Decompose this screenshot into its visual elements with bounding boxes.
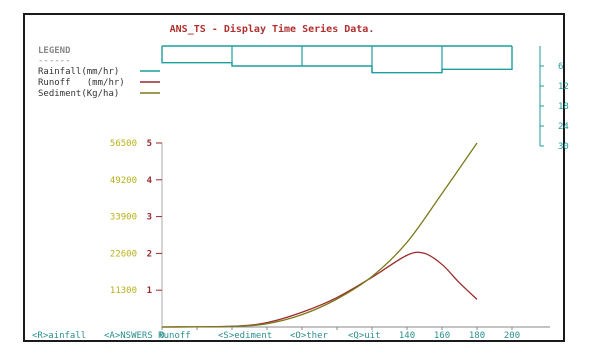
runoff-tick-label: 3 [147,213,152,223]
chart-tick-labels: 0 140 160 180 200612182430123451130022600339… [110,62,569,341]
legend-entry-sediment: Sediment(Kg/ha) [38,89,119,99]
legend: LEGEND ------ Rainfall(mm/hr) Runoff (mm… [38,46,160,99]
runoff-tick-label: 1 [147,286,152,296]
legend-underline: ------ [38,56,71,66]
sediment-tick-label: 56500 [110,139,137,149]
x-tick-label: 200 [504,331,520,341]
rainfall-tick-label: 30 [558,142,569,152]
rainfall-tick-label: 24 [558,122,569,132]
legend-title: LEGEND [38,46,71,56]
graphics-window-frame [23,13,565,342]
sediment-series-line [161,142,478,328]
rainfall-tick-label: 6 [558,62,563,72]
sediment-tick-label: 49200 [110,176,137,186]
runoff-tick-label: 4 [147,176,153,186]
legend-entry-runoff: Runoff (mm/hr) [38,78,125,88]
x-tick-label: 160 [434,331,450,341]
rainfall-tick-label: 12 [558,82,569,92]
x-tick-label: 0 [159,331,164,341]
menu-quit[interactable]: <Q>uit [348,331,381,341]
rainfall-tick-label: 18 [558,102,569,112]
runoff-tick-label: 5 [147,139,152,149]
command-menu: <R>ainfall <A>NSWERS Runoff <S>ediment <… [32,331,381,341]
sediment-tick-label: 33900 [110,213,137,223]
menu-answers-runoff[interactable]: <A>NSWERS Runoff [104,331,191,341]
menu-sediment[interactable]: <S>ediment [218,331,272,341]
legend-entry-rainfall: Rainfall(mm/hr) [38,67,119,77]
x-tick-label: 140 [399,331,415,341]
menu-other[interactable]: <O>ther [290,331,329,341]
runoff-tick-label: 2 [147,249,152,259]
sediment-tick-label: 22600 [110,249,137,259]
sediment-tick-label: 11300 [110,286,137,296]
window-title: ANS_TS - Display Time Series Data. [170,23,375,35]
x-tick-label: 180 [469,331,485,341]
chart-series [161,45,513,328]
menu-rainfall[interactable]: <R>ainfall [32,331,86,341]
